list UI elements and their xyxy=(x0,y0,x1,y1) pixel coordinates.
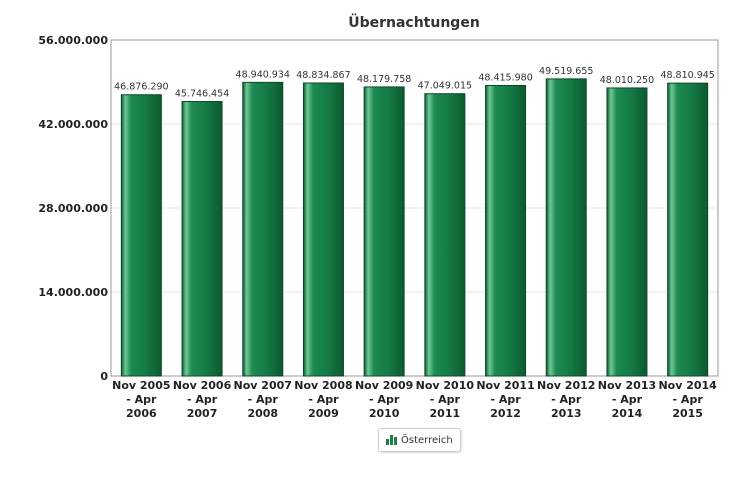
data-label: 48.415.980 xyxy=(478,73,532,84)
x-tick-label: - Apr xyxy=(673,393,704,406)
data-label: 49.519.655 xyxy=(539,66,593,77)
y-tick-label: 14.000.000 xyxy=(38,286,108,299)
x-tick-label: Nov 2013 xyxy=(598,379,656,392)
bar[interactable] xyxy=(485,85,527,377)
data-label: 48.810.945 xyxy=(660,70,714,81)
bar[interactable] xyxy=(363,86,405,377)
legend-label: Österreich xyxy=(401,434,453,446)
plot-area-frame xyxy=(110,39,719,377)
x-tick-label: - Apr xyxy=(490,393,521,406)
chart-title: Übernachtungen xyxy=(348,13,480,31)
data-label: 46.876.290 xyxy=(114,82,168,93)
bar[interactable] xyxy=(545,78,587,377)
x-tick-label: - Apr xyxy=(248,393,279,406)
x-tick-label: - Apr xyxy=(369,393,400,406)
bar[interactable] xyxy=(120,94,162,377)
x-tick-label: - Apr xyxy=(308,393,339,406)
x-tick-label: Nov 2014 xyxy=(658,379,717,392)
bar[interactable] xyxy=(181,101,223,377)
legend-item-oesterreich[interactable]: Österreich xyxy=(378,428,461,452)
x-tick-label: - Apr xyxy=(126,393,157,406)
bar[interactable] xyxy=(242,81,284,377)
y-tick-label: 56.000.000 xyxy=(38,34,108,47)
bar[interactable] xyxy=(667,82,709,377)
x-tick-label: 2012 xyxy=(490,407,521,420)
x-tick-label: 2007 xyxy=(187,407,218,420)
x-tick-label: 2008 xyxy=(247,407,278,420)
data-label: 48.834.867 xyxy=(296,70,350,81)
x-tick-label: - Apr xyxy=(612,393,643,406)
x-tick-label: Nov 2008 xyxy=(294,379,352,392)
bar[interactable] xyxy=(302,82,344,377)
data-label: 47.049.015 xyxy=(418,81,472,92)
y-axis-tick-labels: 0 14.000.000 28.000.000 42.000.000 56.000.00… xyxy=(38,34,108,383)
x-tick-label: Nov 2012 xyxy=(537,379,595,392)
y-tick-label: 0 xyxy=(100,370,108,383)
x-tick-label: Nov 2011 xyxy=(476,379,534,392)
data-label: 48.179.758 xyxy=(357,74,411,85)
x-tick-label: 2015 xyxy=(672,407,703,420)
y-tick-label: 28.000.000 xyxy=(38,202,108,215)
data-label: 48.940.934 xyxy=(236,69,290,80)
x-tick-label: Nov 2005 xyxy=(112,379,170,392)
bars xyxy=(120,78,709,377)
x-tick-label: 2009 xyxy=(308,407,339,420)
data-label: 48.010.250 xyxy=(600,75,654,86)
bar[interactable] xyxy=(606,87,648,377)
bar[interactable] xyxy=(424,93,466,377)
x-tick-label: - Apr xyxy=(551,393,582,406)
x-tick-label: 2011 xyxy=(430,407,461,420)
x-tick-label: 2010 xyxy=(369,407,400,420)
x-tick-label: 2013 xyxy=(551,407,582,420)
x-tick-label: Nov 2010 xyxy=(416,379,475,392)
x-tick-label: - Apr xyxy=(430,393,461,406)
x-tick-label: 2014 xyxy=(612,407,643,420)
data-labels: 46.876.290 45.746.454 48.940.934 48.834.867… xyxy=(114,66,715,100)
x-tick-label: Nov 2007 xyxy=(234,379,292,392)
x-tick-label: Nov 2009 xyxy=(355,379,413,392)
x-tick-label: Nov 2006 xyxy=(173,379,232,392)
y-tick-label: 42.000.000 xyxy=(38,118,108,131)
x-tick-label: 2006 xyxy=(126,407,157,420)
bar-chart-icon xyxy=(386,435,397,445)
data-label: 45.746.454 xyxy=(175,89,229,100)
x-tick-label: - Apr xyxy=(187,393,218,406)
